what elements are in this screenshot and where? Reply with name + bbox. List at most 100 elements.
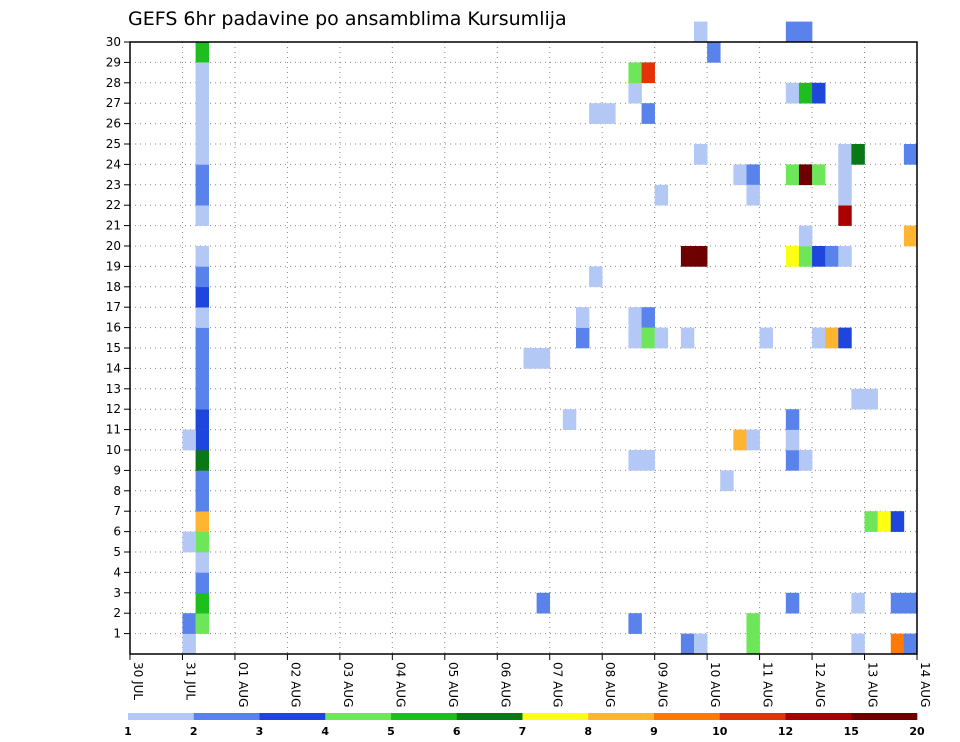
- y-tick-label: 2: [113, 606, 121, 620]
- heatmap-cell: [195, 246, 209, 267]
- y-tick-label: 9: [113, 463, 121, 477]
- heatmap-cell: [195, 184, 209, 206]
- y-tick-label: 20: [106, 239, 121, 253]
- colorbar-segment: [654, 713, 721, 720]
- heatmap-cell: [195, 103, 209, 124]
- heatmap-cell: [195, 123, 209, 145]
- colorbar-label: 3: [256, 725, 264, 738]
- heatmap-cell: [654, 184, 669, 206]
- y-tick-label: 17: [106, 300, 121, 314]
- y-tick-label: 11: [106, 423, 121, 437]
- heatmap-cell: [812, 327, 826, 349]
- y-tick-label: 28: [106, 76, 121, 90]
- heatmap-cell: [903, 592, 918, 614]
- x-tick-label: 12 AUG: [813, 662, 827, 707]
- heatmap-cell: [838, 184, 852, 206]
- heatmap-cell: [195, 205, 209, 226]
- colorbar-label: 20: [909, 725, 925, 738]
- heatmap-cell: [720, 470, 734, 492]
- heatmap-cell: [785, 82, 800, 104]
- colorbar: 1 2 3 4 5 6 7 8 9 10 12 15 20: [124, 713, 925, 738]
- x-tick-label: 31 JUL: [183, 662, 197, 700]
- heatmap-cell: [195, 470, 209, 492]
- y-tick-label: 27: [106, 96, 121, 110]
- heatmap-cell: [798, 450, 813, 471]
- heatmap-cell: [785, 450, 800, 471]
- y-tick-label: 8: [113, 484, 121, 498]
- heatmap-cell: [628, 307, 642, 328]
- heatmap-cell: [838, 144, 852, 165]
- heatmap-cell: [694, 246, 708, 267]
- heatmap-cell: [195, 307, 209, 328]
- heatmap-cell: [903, 225, 918, 247]
- heatmap-cell: [864, 388, 878, 410]
- heatmap-cell: [195, 613, 209, 634]
- heatmap-cell: [812, 246, 826, 267]
- heatmap-cell: [195, 348, 209, 369]
- y-tick-label: 15: [106, 341, 121, 355]
- heatmap-cell: [182, 429, 196, 451]
- colorbar-label: 4: [321, 725, 329, 738]
- chart-title: GEFS 6hr padavine po ansamblima Kursumli…: [128, 8, 567, 30]
- heatmap-cell: [733, 429, 747, 451]
- y-tick-label: 3: [113, 586, 121, 600]
- y-tick-label: 13: [106, 382, 121, 396]
- heatmap-cell: [641, 327, 655, 349]
- heatmap-cell: [195, 42, 209, 63]
- x-tick-label: 05 AUG: [446, 662, 460, 707]
- y-tick-label: 10: [106, 443, 121, 457]
- heatmap-cell: [602, 103, 616, 124]
- heatmap-cell: [825, 246, 839, 267]
- heatmap-cell: [182, 531, 196, 553]
- x-tick-label: 07 AUG: [551, 662, 565, 707]
- heatmap-cell: [195, 490, 209, 512]
- x-tick-label: 03 AUG: [341, 662, 355, 707]
- heatmap-cell: [812, 164, 826, 186]
- x-tick-label: 08 AUG: [603, 662, 617, 707]
- x-tick-label: 06 AUG: [498, 662, 512, 707]
- colorbar-label: 15: [844, 725, 859, 738]
- heatmap-cell: [628, 450, 642, 471]
- heatmap-cell: [195, 327, 209, 349]
- heatmap-cell: [890, 511, 905, 532]
- heatmap-cell: [641, 103, 655, 124]
- colorbar-label: 12: [778, 725, 793, 738]
- colorbar-segment: [391, 713, 458, 720]
- heatmap-cell: [798, 246, 813, 267]
- heatmap-cell: [903, 633, 918, 655]
- y-tick-label: 24: [106, 157, 121, 171]
- heatmap-cell: [641, 450, 655, 471]
- heatmap-cell: [628, 82, 642, 104]
- colorbar-segment: [785, 713, 852, 720]
- heatmap-cell: [798, 225, 813, 247]
- heatmap-cell: [877, 511, 892, 532]
- heatmap-cell: [536, 592, 551, 614]
- colorbar-segment: [456, 713, 523, 720]
- heatmap-cell: [746, 164, 760, 186]
- y-tick-label: 6: [113, 525, 121, 539]
- heatmap-cell: [195, 388, 209, 410]
- heatmap-cell: [195, 409, 209, 430]
- heatmap-cell: [589, 266, 603, 288]
- heatmap-cell: [195, 572, 209, 594]
- heatmap-cell: [785, 592, 800, 614]
- heatmap-cell: [785, 21, 800, 43]
- heatmap-cell: [575, 307, 590, 328]
- colorbar-segment: [325, 713, 392, 720]
- heatmap-cell: [589, 103, 603, 124]
- heatmap-cell: [851, 144, 865, 165]
- colorbar-label: 2: [190, 725, 198, 738]
- heatmap-cell: [785, 164, 800, 186]
- y-tick-label: 14: [106, 361, 121, 375]
- y-tick-label: 29: [106, 55, 121, 69]
- y-tick-label: 19: [106, 259, 121, 273]
- heatmap-cell: [798, 21, 813, 43]
- heatmap-cell: [195, 82, 209, 104]
- x-axis: 30 JUL 31 JUL 01 AUG 02 AUG 03 AUG 04 AUG 05 A…: [129, 654, 932, 707]
- heatmap-cell: [694, 633, 708, 655]
- heatmap-cell: [785, 409, 800, 430]
- y-tick-label: 23: [106, 178, 121, 192]
- heatmap-cell: [903, 144, 918, 165]
- x-tick-label: 10 AUG: [708, 662, 722, 707]
